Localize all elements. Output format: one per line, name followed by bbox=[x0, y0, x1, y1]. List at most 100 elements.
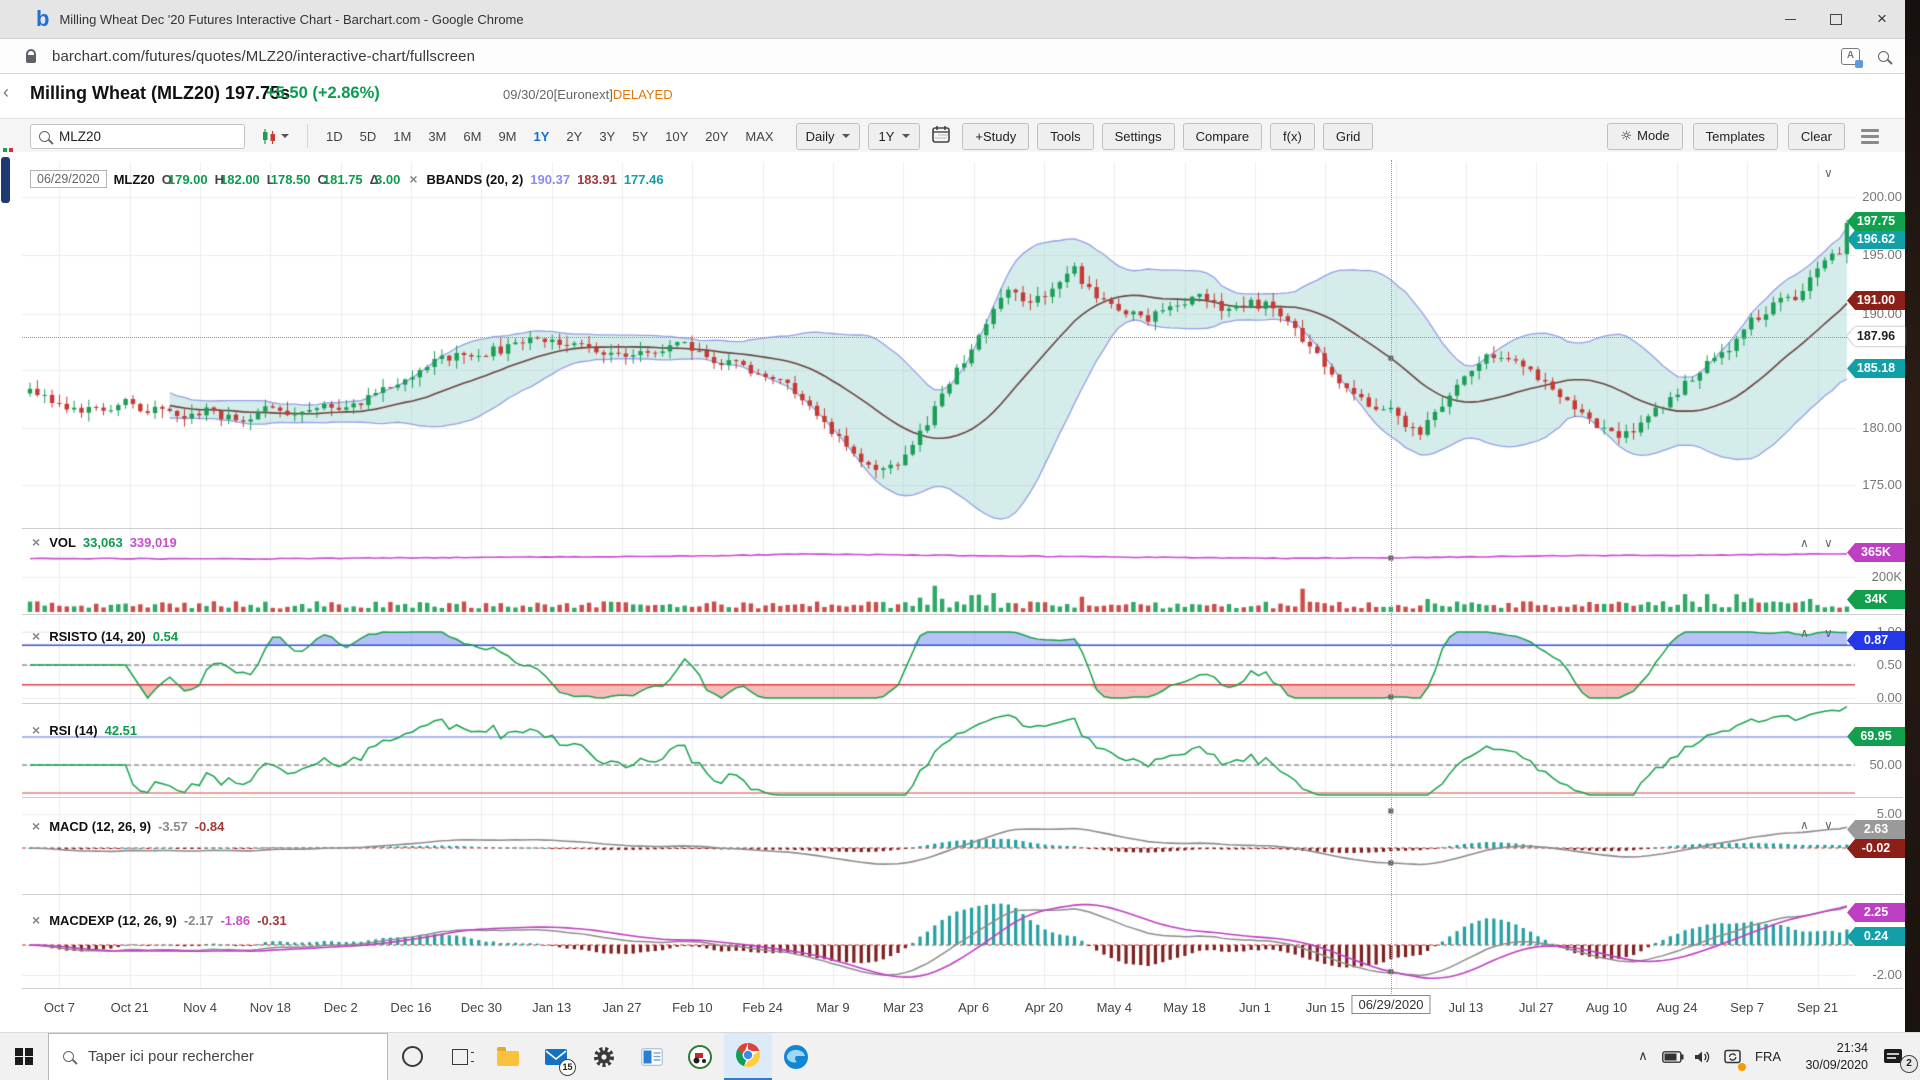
btn-compare[interactable]: Compare bbox=[1183, 123, 1262, 150]
rsisto-legend: × RSISTO (14, 20) 0.54 bbox=[30, 628, 178, 644]
frequency-select[interactable]: Daily bbox=[796, 123, 861, 150]
collapse-main-pane-icon[interactable]: ∨ bbox=[1824, 166, 1833, 180]
expand-macd-pane-icon[interactable]: ∧ bbox=[1800, 818, 1809, 832]
start-button[interactable] bbox=[0, 1033, 48, 1080]
date-tick: Apr 6 bbox=[958, 1000, 989, 1015]
chevron-up-icon: ∧ bbox=[1638, 1049, 1648, 1064]
url-text[interactable]: barchart.com/futures/quotes/MLZ20/intera… bbox=[52, 48, 475, 65]
expand-rsisto-pane-icon[interactable]: ∧ bbox=[1800, 626, 1809, 640]
volume-indicator[interactable] bbox=[1688, 1033, 1718, 1080]
study-value: -2.17 bbox=[184, 913, 214, 928]
menu-icon[interactable] bbox=[1861, 129, 1879, 144]
remove-study-icon[interactable]: × bbox=[30, 534, 42, 550]
date-tick: Feb 24 bbox=[742, 1000, 782, 1015]
btn-settings[interactable]: Settings bbox=[1102, 123, 1175, 150]
study-values: 0.54 bbox=[153, 629, 178, 644]
cortana-button[interactable] bbox=[388, 1033, 436, 1080]
remove-study-icon[interactable]: × bbox=[30, 722, 42, 738]
delayed-flag: DELAYED bbox=[613, 87, 673, 102]
period-1y[interactable]: 1Y bbox=[534, 129, 550, 144]
remove-study-icon[interactable]: × bbox=[407, 171, 419, 187]
sync-app-indicator[interactable] bbox=[1718, 1033, 1748, 1080]
period-10y[interactable]: 10Y bbox=[665, 129, 688, 144]
period-9m[interactable]: 9M bbox=[498, 129, 516, 144]
btn-tools[interactable]: Tools bbox=[1037, 123, 1093, 150]
btn-study[interactable]: +Study bbox=[962, 123, 1029, 150]
period-2y[interactable]: 2Y bbox=[566, 129, 582, 144]
taskbar-search[interactable] bbox=[48, 1033, 388, 1080]
study-value: 33,063 bbox=[83, 535, 123, 550]
mail-button[interactable]: 15 bbox=[532, 1033, 580, 1080]
date-tick: Aug 10 bbox=[1586, 1000, 1627, 1015]
chart-type-selector[interactable] bbox=[261, 128, 289, 145]
language-indicator[interactable]: FRA bbox=[1748, 1049, 1788, 1064]
news-app-icon bbox=[641, 1048, 663, 1066]
collapse-vol-pane-icon[interactable]: ∨ bbox=[1824, 536, 1833, 550]
taskbar: 15 bbox=[0, 1032, 1920, 1080]
zoom-icon[interactable] bbox=[1878, 51, 1889, 62]
window-titlebar: b Milling Wheat Dec '20 Futures Interact… bbox=[0, 0, 1905, 39]
mode-button[interactable]: ☼Mode bbox=[1607, 123, 1682, 150]
ohlc-values: O179.00H182.00L178.50C181.75Δ3.00 bbox=[162, 172, 401, 187]
chrome-button[interactable] bbox=[724, 1033, 772, 1080]
range-select[interactable]: 1Y bbox=[868, 123, 920, 150]
price-chart-canvas[interactable] bbox=[22, 152, 1855, 988]
study-values: -3.57-0.84 bbox=[158, 819, 224, 834]
maximize-button[interactable] bbox=[1813, 0, 1859, 38]
ohlc-pair: L178.50 bbox=[267, 172, 311, 187]
symbol-input[interactable] bbox=[57, 128, 221, 145]
axis-badge: 196.62 bbox=[1847, 230, 1905, 249]
tray-expand-button[interactable]: ∧ bbox=[1628, 1033, 1658, 1080]
lock-icon[interactable] bbox=[26, 49, 38, 63]
period-max[interactable]: MAX bbox=[745, 129, 773, 144]
chevron-down-icon bbox=[902, 134, 910, 142]
file-explorer-button[interactable] bbox=[484, 1033, 532, 1080]
period-1d[interactable]: 1D bbox=[326, 129, 343, 144]
expand-vol-pane-icon[interactable]: ∧ bbox=[1800, 536, 1809, 550]
address-bar[interactable]: barchart.com/futures/quotes/MLZ20/intera… bbox=[0, 39, 1905, 74]
templates-button[interactable]: Templates bbox=[1693, 123, 1778, 150]
edge-button[interactable] bbox=[772, 1033, 820, 1080]
barchart-favicon-icon: b bbox=[36, 8, 49, 30]
period-3y[interactable]: 3Y bbox=[599, 129, 615, 144]
task-view-button[interactable] bbox=[436, 1033, 484, 1080]
calendar-icon[interactable] bbox=[932, 125, 950, 148]
clock[interactable]: 21:34 30/09/2020 bbox=[1788, 1040, 1868, 1074]
settings-button[interactable] bbox=[580, 1033, 628, 1080]
study-label: RSI (14) bbox=[49, 723, 97, 738]
period-3m[interactable]: 3M bbox=[428, 129, 446, 144]
windows-logo-icon bbox=[15, 1048, 33, 1066]
axis-tick: 0.00 bbox=[1856, 690, 1902, 705]
remove-study-icon[interactable]: × bbox=[30, 628, 42, 644]
period-20y[interactable]: 20Y bbox=[705, 129, 728, 144]
date-tick: May 4 bbox=[1097, 1000, 1132, 1015]
axis-badge: -0.02 bbox=[1847, 839, 1905, 858]
chart-toolbar: 1D 5D 1M 3M 6M 9M 1Y 2Y 3Y 5Y 10Y 20Y MAX Daily 1Y +… bbox=[0, 118, 1905, 154]
drawing-tool-handle[interactable] bbox=[1, 157, 10, 203]
translate-icon[interactable]: A bbox=[1841, 48, 1860, 65]
close-button[interactable]: × bbox=[1859, 0, 1905, 38]
period-5d[interactable]: 5D bbox=[360, 129, 377, 144]
battery-indicator[interactable] bbox=[1658, 1033, 1688, 1080]
minimize-button[interactable] bbox=[1767, 0, 1813, 38]
remove-study-icon[interactable]: × bbox=[30, 818, 42, 834]
symbol-search-box[interactable] bbox=[30, 124, 245, 149]
period-5y[interactable]: 5Y bbox=[632, 129, 648, 144]
date-tick: Jul 27 bbox=[1519, 1000, 1554, 1015]
btn-grid[interactable]: Grid bbox=[1323, 123, 1374, 150]
taskbar-search-input[interactable] bbox=[86, 1047, 360, 1066]
chart-area[interactable]: 06/29/2020 MLZ20 O179.00H182.00L178.50C1… bbox=[0, 152, 1905, 1032]
study-value: 339,019 bbox=[130, 535, 177, 550]
collapse-panel-icon[interactable]: ‹ bbox=[3, 82, 9, 103]
period-1m[interactable]: 1M bbox=[393, 129, 411, 144]
collapse-rsisto-pane-icon[interactable]: ∨ bbox=[1824, 626, 1833, 640]
btn-f-x[interactable]: f(x) bbox=[1270, 123, 1315, 150]
notification-center-button[interactable]: 2 bbox=[1868, 1033, 1920, 1080]
news-app-button[interactable] bbox=[628, 1033, 676, 1080]
clear-button[interactable]: Clear bbox=[1788, 123, 1845, 150]
study-label: VOL bbox=[49, 535, 76, 550]
period-6m[interactable]: 6M bbox=[463, 129, 481, 144]
farm-app-button[interactable] bbox=[676, 1033, 724, 1080]
collapse-macd-pane-icon[interactable]: ∨ bbox=[1824, 818, 1833, 832]
remove-study-icon[interactable]: × bbox=[30, 912, 42, 928]
